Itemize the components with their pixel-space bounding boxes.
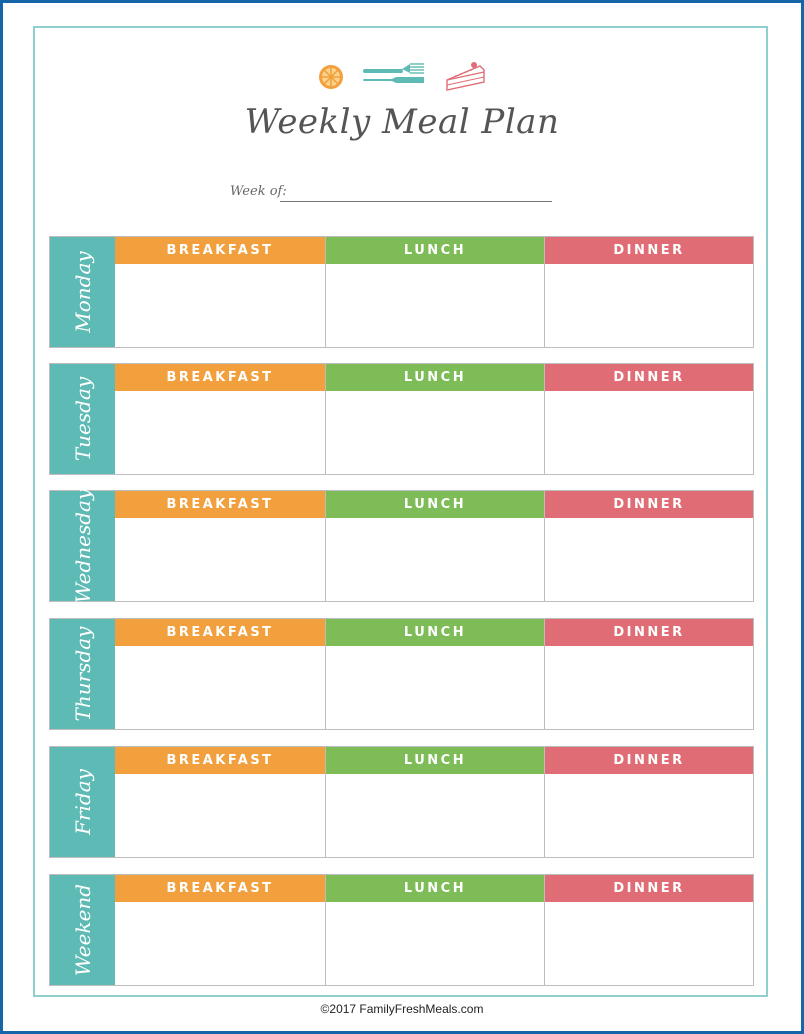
week-of-label: Week of: — [230, 184, 287, 199]
footer-copyright: ©2017 FamilyFreshMeals.com — [320, 1002, 484, 1016]
week-of-line[interactable] — [280, 201, 552, 202]
day-block-wednesday: Wednesday BREAKFAST LUNCH DINNER — [49, 488, 754, 604]
day-name: Tuesday — [70, 376, 95, 462]
lunch-cell[interactable]: LUNCH — [325, 237, 544, 347]
lunch-header: LUNCH — [326, 364, 544, 391]
lunch-cell[interactable]: LUNCH — [325, 747, 544, 857]
day-tab: Wednesday — [50, 488, 115, 604]
dinner-header: DINNER — [545, 875, 753, 902]
lunch-header: LUNCH — [326, 875, 544, 902]
dinner-header: DINNER — [545, 747, 753, 774]
breakfast-header: BREAKFAST — [115, 237, 325, 264]
dinner-header: DINNER — [545, 491, 753, 518]
dinner-cell[interactable]: DINNER — [544, 747, 753, 857]
breakfast-cell[interactable]: BREAKFAST — [115, 237, 325, 347]
dinner-header: DINNER — [545, 237, 753, 264]
lunch-header: LUNCH — [326, 237, 544, 264]
dinner-cell[interactable]: DINNER — [544, 237, 753, 347]
lunch-cell[interactable]: LUNCH — [325, 875, 544, 985]
breakfast-header: BREAKFAST — [115, 491, 325, 518]
day-block-tuesday: Tuesday BREAKFAST LUNCH DINNER — [49, 363, 754, 475]
breakfast-header: BREAKFAST — [115, 364, 325, 391]
breakfast-cell[interactable]: BREAKFAST — [115, 747, 325, 857]
dinner-header: DINNER — [545, 364, 753, 391]
orange-slice-icon — [319, 65, 343, 89]
lunch-header: LUNCH — [326, 491, 544, 518]
week-of-field[interactable]: Week of: — [230, 182, 560, 206]
dinner-cell[interactable]: DINNER — [544, 364, 753, 474]
page-title: Weekly Meal Plan — [244, 102, 560, 142]
day-tab: Weekend — [50, 875, 115, 985]
page-frame — [33, 26, 768, 997]
day-name: Friday — [70, 769, 95, 835]
dinner-cell[interactable]: DINNER — [544, 491, 753, 601]
breakfast-header: BREAKFAST — [115, 619, 325, 646]
day-tab: Friday — [50, 747, 115, 857]
day-block-friday: Friday BREAKFAST LUNCH DINNER — [49, 746, 754, 858]
breakfast-header: BREAKFAST — [115, 875, 325, 902]
lunch-cell[interactable]: LUNCH — [325, 491, 544, 601]
breakfast-cell[interactable]: BREAKFAST — [115, 491, 325, 601]
day-name: Monday — [70, 251, 95, 333]
day-tab: Thursday — [50, 619, 115, 729]
lunch-cell[interactable]: LUNCH — [325, 364, 544, 474]
day-tab: Monday — [50, 237, 115, 347]
header-icons — [316, 60, 488, 94]
day-block-weekend: Weekend BREAKFAST LUNCH DINNER — [49, 874, 754, 986]
day-name: Weekend — [70, 883, 95, 977]
breakfast-header: BREAKFAST — [115, 747, 325, 774]
lunch-header: LUNCH — [326, 747, 544, 774]
cake-slice-icon — [446, 62, 485, 91]
day-block-monday: Monday BREAKFAST LUNCH DINNER — [49, 236, 754, 348]
dinner-header: DINNER — [545, 619, 753, 646]
day-name: Wednesday — [70, 488, 95, 604]
lunch-cell[interactable]: LUNCH — [325, 619, 544, 729]
cutlery-icon — [363, 63, 424, 83]
dinner-cell[interactable]: DINNER — [544, 875, 753, 985]
day-tab: Tuesday — [50, 364, 115, 474]
dinner-cell[interactable]: DINNER — [544, 619, 753, 729]
lunch-header: LUNCH — [326, 619, 544, 646]
day-name: Thursday — [70, 626, 95, 722]
breakfast-cell[interactable]: BREAKFAST — [115, 364, 325, 474]
day-block-thursday: Thursday BREAKFAST LUNCH DINNER — [49, 618, 754, 730]
breakfast-cell[interactable]: BREAKFAST — [115, 619, 325, 729]
breakfast-cell[interactable]: BREAKFAST — [115, 875, 325, 985]
